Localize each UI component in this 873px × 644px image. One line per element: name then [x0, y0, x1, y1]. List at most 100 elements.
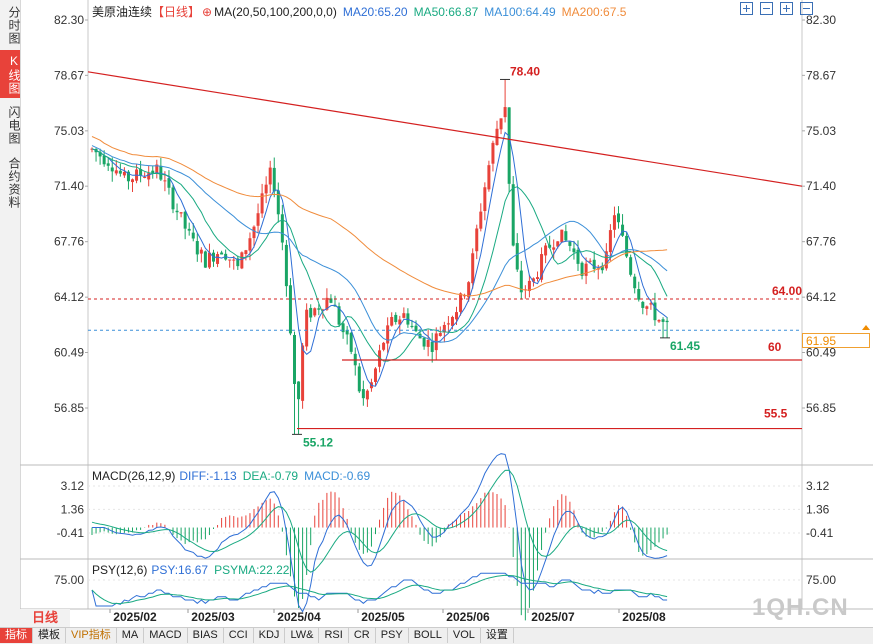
candle-body — [511, 184, 515, 246]
zoom-out-icon[interactable] — [760, 2, 773, 15]
candle-body — [608, 230, 612, 253]
candle-body — [503, 107, 507, 118]
indicator-tab[interactable]: CCI — [224, 628, 254, 643]
candle-body — [337, 306, 341, 325]
level-60-label: 60 — [768, 340, 782, 354]
candle-body — [199, 249, 203, 254]
macd-tick-left: -0.41 — [57, 526, 85, 540]
ma200-line — [91, 136, 668, 297]
low-label: 55.12 — [303, 435, 333, 449]
candle-body — [612, 215, 616, 230]
indicator-tab[interactable]: PSY — [376, 628, 409, 643]
candle-body — [653, 302, 657, 321]
candle-body — [621, 224, 625, 236]
price-tick-right: 82.30 — [806, 13, 836, 27]
price-tick-left: 82.30 — [54, 13, 84, 27]
candle-body — [422, 337, 426, 347]
candle-body — [438, 333, 442, 336]
indicator-tab[interactable]: LW& — [285, 628, 320, 643]
watermark: 1QH.CN — [752, 594, 849, 621]
indicator-tab[interactable]: CR — [349, 628, 376, 643]
indicator-tab[interactable]: RSI — [319, 628, 349, 643]
candle-body — [540, 254, 544, 280]
tab-time-share[interactable]: 分时图 — [7, 5, 21, 45]
price-tick-left: 67.76 — [54, 235, 84, 249]
chart-canvas[interactable]: 64.00 60 55.5 78.40 55.12 61.45 82.30 82.30 78.… — [0, 0, 873, 627]
macd-tick-left: 1.36 — [61, 502, 85, 516]
candle-body — [345, 330, 349, 335]
indicator-tab[interactable]: BOLL — [409, 628, 448, 643]
indicator-tab[interactable]: 模板 — [33, 628, 66, 643]
indicator-tab[interactable]: BIAS — [188, 628, 224, 643]
candle-body — [645, 306, 649, 309]
price-tick-left: 75.03 — [54, 124, 84, 138]
candle-body — [515, 243, 519, 270]
settings-icon[interactable]: ⊕ — [202, 5, 213, 19]
candle-body — [122, 171, 126, 176]
candle-body — [143, 177, 147, 179]
candle-body — [297, 381, 301, 400]
psy-legend: PSY(12,6) PSY:16.67 PSYMA:22.22 — [92, 563, 295, 577]
indicator-tab[interactable]: VOL — [448, 628, 481, 643]
tab-flash-chart[interactable]: 闪电图 — [7, 105, 21, 145]
macd-tick-right: 1.36 — [806, 502, 830, 516]
psyma-value: PSYMA:22.22 — [214, 563, 290, 577]
sidebar: 分时图 K线图 闪电图 合约资料 — [0, 0, 21, 627]
indicator-tab[interactable]: 设置 — [481, 628, 514, 643]
period-label[interactable]: 日线 — [20, 609, 70, 627]
macd-tick-left: 3.12 — [61, 479, 85, 493]
candle-body — [657, 319, 661, 322]
candle-body — [159, 165, 163, 180]
indicator-tab[interactable]: 指标 — [0, 628, 33, 643]
expand-icon[interactable] — [780, 2, 793, 15]
candle-body — [414, 325, 418, 332]
candle-body — [402, 313, 406, 318]
candle-body — [398, 319, 402, 325]
macd-diff: DIFF:-1.13 — [179, 469, 237, 483]
price-tick-left: 60.49 — [54, 346, 84, 360]
indicator-tab[interactable]: KDJ — [254, 628, 286, 643]
indicator-tab[interactable]: MACD — [144, 628, 188, 643]
tab-kline[interactable]: K线图 — [0, 50, 21, 98]
candle-body — [293, 334, 296, 384]
price-arrow-icon — [862, 325, 870, 330]
price-tick-right: 60.49 — [806, 346, 836, 360]
toolbar-icons — [740, 2, 820, 16]
indicator-tab[interactable]: VIP指标 — [66, 628, 117, 643]
ma-label: MA(20,50,100,200,0,0) — [214, 5, 337, 19]
zoom-in-icon[interactable] — [740, 2, 753, 15]
candle-body — [102, 155, 106, 165]
candle-body — [629, 257, 633, 275]
candle-body — [625, 235, 629, 257]
ma200-value: MA200:67.5 — [561, 5, 627, 19]
tab-contract-info[interactable]: 合约资料 — [7, 157, 21, 209]
candle-body — [167, 178, 171, 188]
candle-body — [260, 193, 264, 214]
indicator-tab[interactable]: MA — [117, 628, 145, 643]
candle-body — [220, 252, 224, 255]
psy-value: PSY:16.67 — [151, 563, 209, 577]
macd-tick-right: -0.41 — [806, 526, 834, 540]
candle-body — [568, 241, 572, 246]
ma100-line — [91, 145, 668, 343]
candle-body — [195, 241, 199, 255]
candle-body — [365, 390, 369, 400]
candle-body — [248, 238, 252, 251]
candle-body — [633, 276, 637, 289]
candle-body — [280, 214, 284, 243]
price-tick-right: 67.76 — [806, 235, 836, 249]
candle-body — [430, 341, 434, 352]
price-tick-right: 64.12 — [806, 290, 836, 304]
candle-body — [272, 167, 276, 192]
candle-body — [325, 297, 329, 310]
candle-body — [374, 368, 377, 382]
shrink-icon[interactable] — [800, 2, 813, 15]
candle-body — [321, 309, 325, 311]
candle-body — [483, 187, 487, 212]
candle-body — [499, 118, 503, 130]
x-axis-label: 2025/07 — [531, 610, 575, 624]
candle-body — [228, 259, 232, 261]
x-axis-label: 2025/04 — [277, 610, 321, 624]
candle-body — [268, 167, 272, 185]
candle-body — [507, 107, 511, 184]
